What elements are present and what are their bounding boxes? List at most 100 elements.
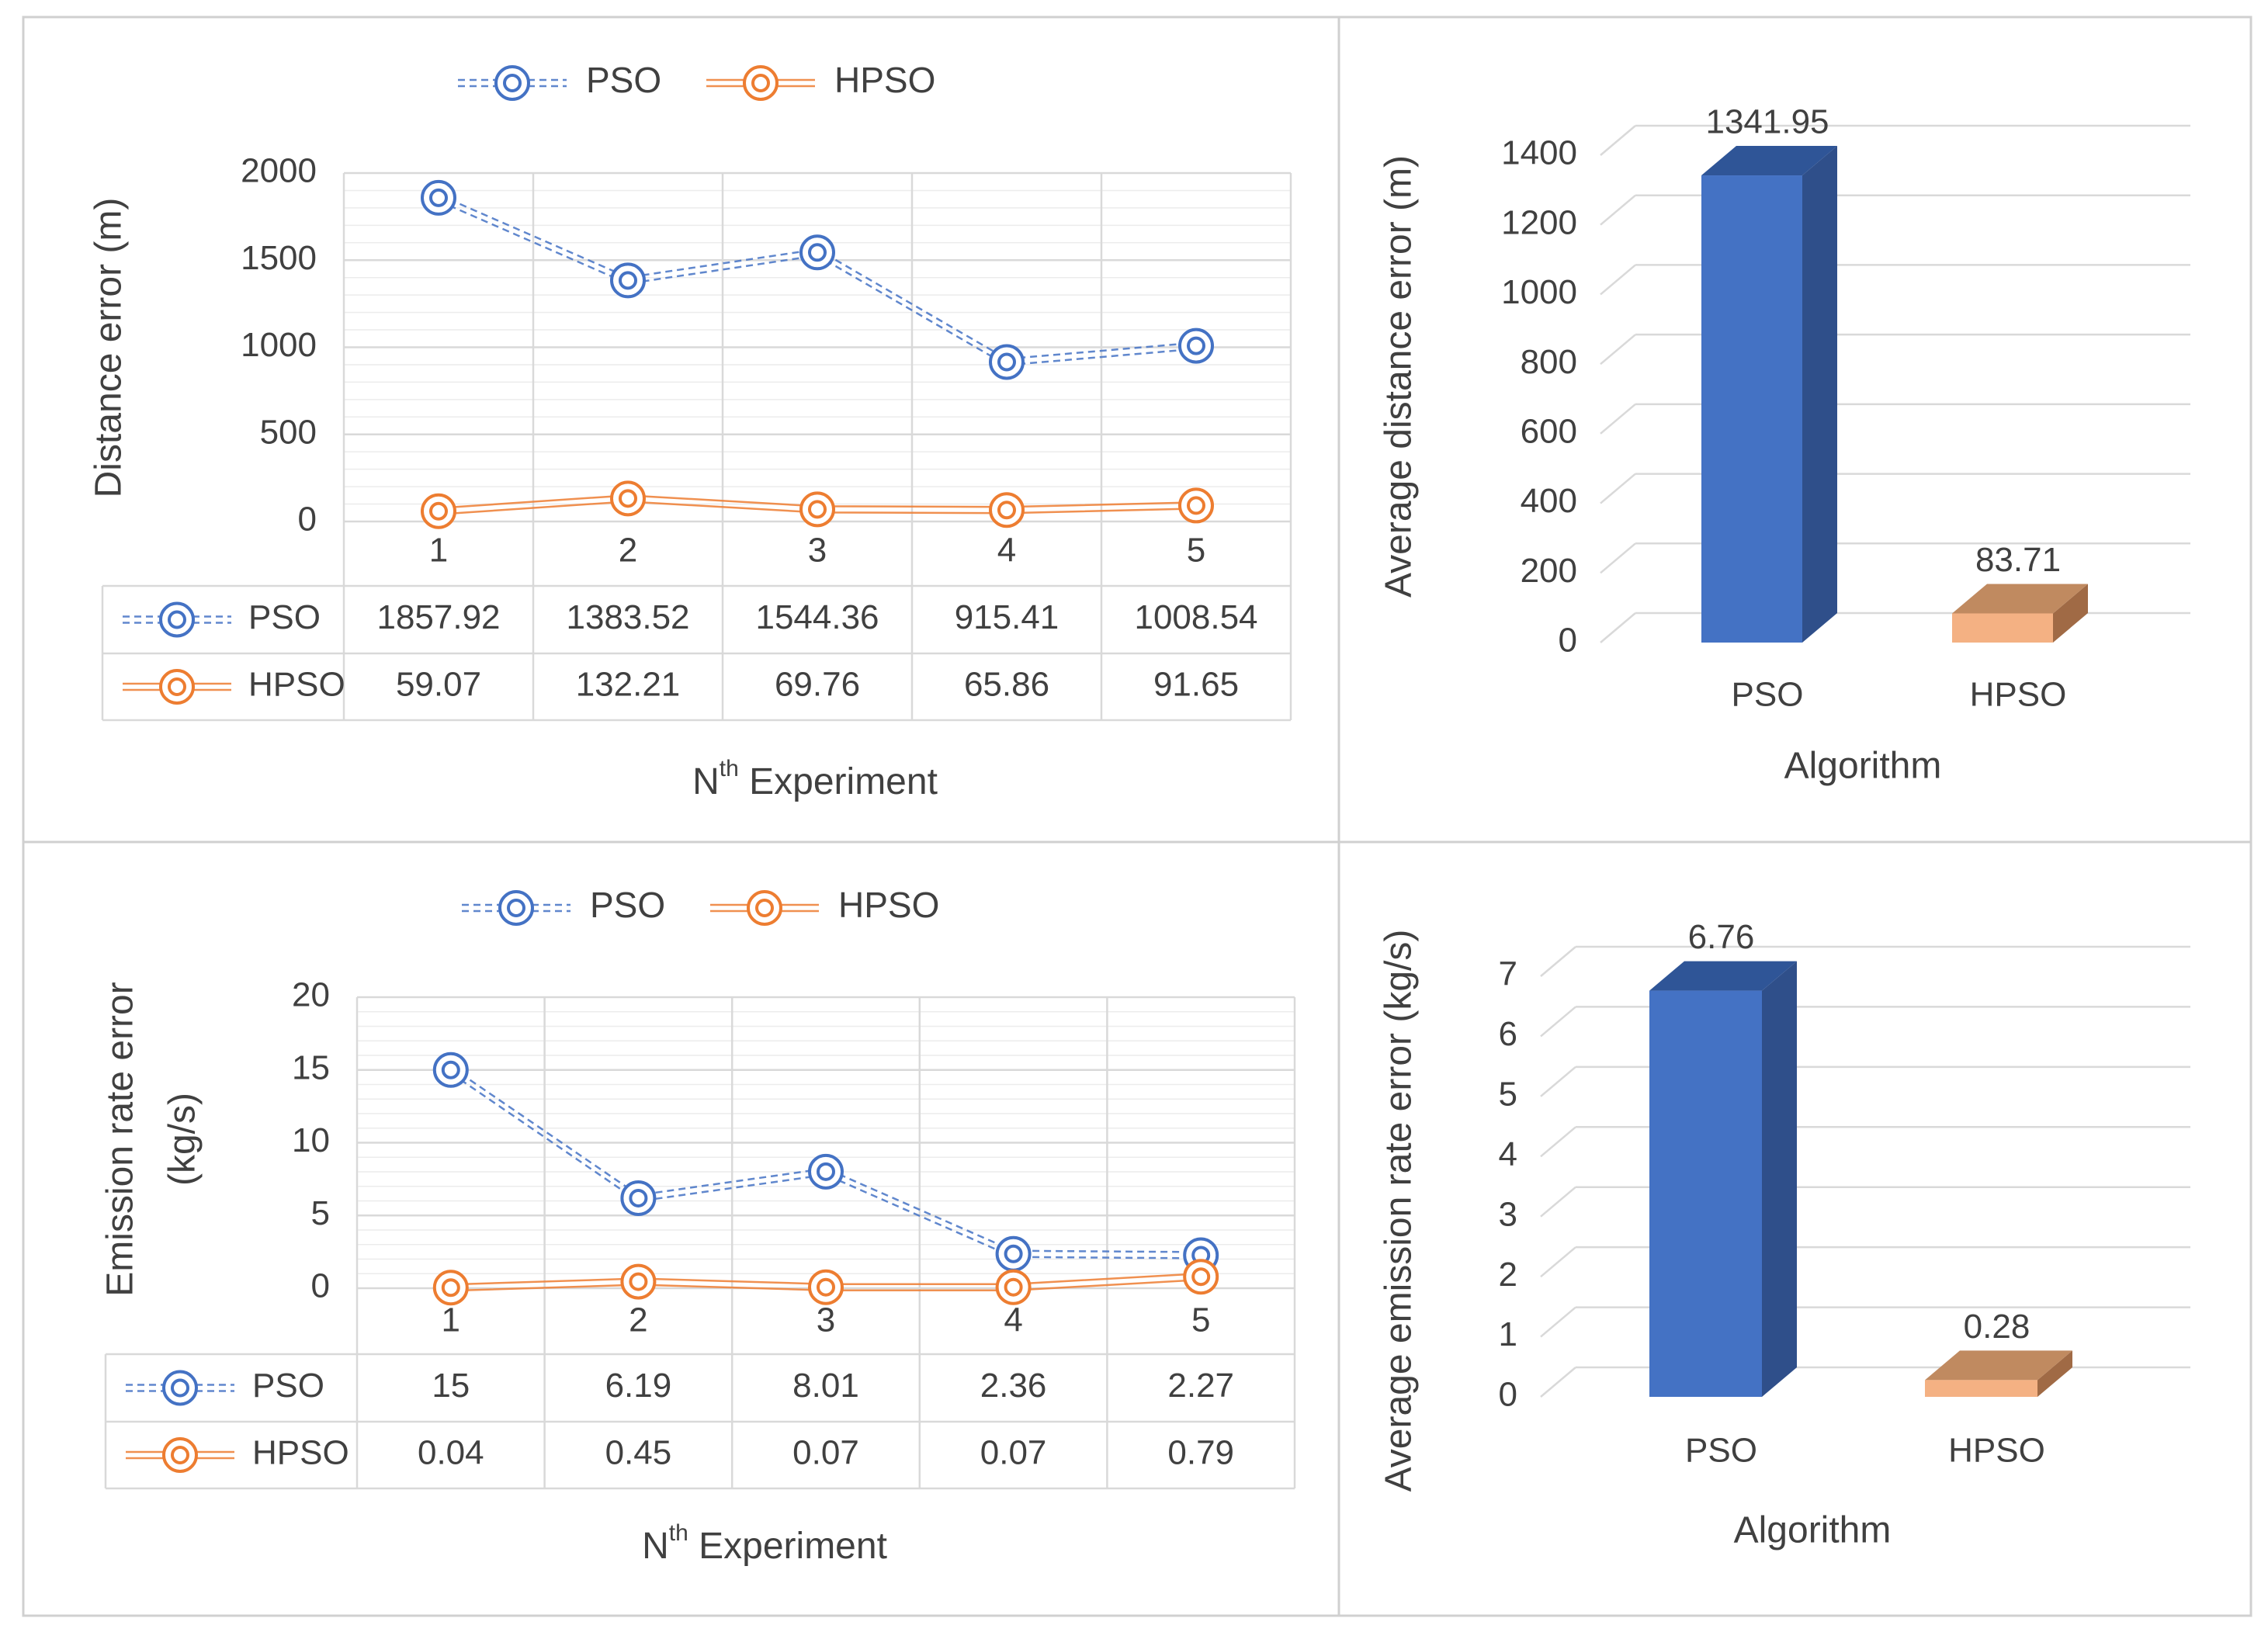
gridline-depth <box>1600 125 1636 156</box>
x-category-label: 3 <box>808 532 827 570</box>
table-cell-value: 0.04 <box>418 1434 484 1472</box>
table-cell-value: 1383.52 <box>566 598 689 636</box>
bar-side-pso <box>1802 146 1837 643</box>
table-cell-value: 2.36 <box>980 1367 1047 1405</box>
table-legend-key-pso-marker-inner <box>171 1378 189 1398</box>
gridline-depth <box>1600 403 1636 435</box>
table-series-name: HPSO <box>252 1434 349 1472</box>
bar-hpso <box>1925 1380 2037 1397</box>
y-tick-label: 1 <box>1499 1315 1517 1353</box>
x-category-label: PSO <box>1732 676 1804 714</box>
data-point-hpso-inner <box>429 501 448 521</box>
x-category-label: HPSO <box>1970 676 2067 714</box>
y-tick-label: 1000 <box>241 326 317 364</box>
legend-key-pso-marker-inner <box>503 74 522 92</box>
y-tick-label: 5 <box>1499 1075 1517 1113</box>
table-series-name: PSO <box>252 1367 324 1405</box>
panel-distance-line-chart: 0 500 1000 1500 2000 1 2 3 4 5 PSO 1857.92 1383.52 15… <box>88 60 1292 802</box>
y-tick-label: 3 <box>1499 1195 1517 1233</box>
table-legend-key-hpso-marker-inner <box>168 677 186 696</box>
data-point-pso-inner <box>997 352 1016 372</box>
y-tick-label: 0 <box>311 1267 330 1305</box>
bar-top-hpso <box>1925 1350 2072 1381</box>
y-tick-label: 10 <box>292 1121 330 1159</box>
y-axis-title-line1: Emission rate error <box>100 982 141 1296</box>
bar-top-pso <box>1701 146 1837 176</box>
data-point-hpso-inner <box>441 1278 460 1298</box>
x-category-label: 2 <box>629 1301 647 1339</box>
bar-top-pso <box>1649 961 1797 991</box>
data-point-pso-inner <box>619 271 637 290</box>
y-tick-label: 1200 <box>1501 203 1577 241</box>
data-point-hpso-inner <box>997 501 1016 520</box>
y-tick-label: 20 <box>292 976 330 1014</box>
data-point-hpso-inner <box>1191 1267 1211 1287</box>
table-cell-value: 6.19 <box>605 1367 672 1405</box>
y-tick-label: 1400 <box>1501 134 1577 172</box>
legend-key-pso-marker-inner <box>507 899 525 917</box>
gridline-depth <box>1540 946 1576 977</box>
gridline-depth <box>1540 1246 1576 1278</box>
y-tick-label: 7 <box>1499 955 1517 993</box>
data-point-hpso-inner <box>808 500 827 519</box>
panel-emission-bar-chart: 0 1 2 3 4 5 6 7 6.76 PSO 0.28 HPSO Algorithm Average … <box>1378 918 2190 1551</box>
legend-label: PSO <box>590 885 665 925</box>
bar-data-label: 1341.95 <box>1705 103 1829 141</box>
table-cell-value: 0.07 <box>792 1434 859 1472</box>
table-cell-value: 1008.54 <box>1134 598 1257 636</box>
table-cell-value: 8.01 <box>792 1367 859 1405</box>
y-tick-label: 0 <box>1559 622 1577 660</box>
data-point-hpso-inner <box>1187 496 1205 515</box>
y-axis-title: Average distance error (m) <box>1378 155 1420 598</box>
table-cell-value: 69.76 <box>775 666 860 704</box>
x-category-label: PSO <box>1685 1432 1757 1470</box>
table-cell-value: 0.45 <box>605 1434 672 1472</box>
bar-top-hpso <box>1952 584 2088 614</box>
data-point-hpso-inner <box>619 489 637 508</box>
data-point-pso-inner <box>441 1060 460 1079</box>
y-tick-label: 800 <box>1521 343 1577 381</box>
bar-data-label: 6.76 <box>1688 918 1755 956</box>
series-line-pso <box>450 1072 1202 1259</box>
y-tick-label: 15 <box>292 1048 330 1086</box>
data-point-pso-inner <box>429 188 448 207</box>
y-tick-label: 400 <box>1521 482 1577 520</box>
table-cell-value: 1544.36 <box>755 598 879 636</box>
table-cell-value: 91.65 <box>1153 666 1239 704</box>
data-point-pso-inner <box>629 1188 648 1207</box>
table-cell-value: 15 <box>432 1367 470 1405</box>
data-point-pso-inner <box>808 243 827 262</box>
y-tick-label: 1500 <box>241 239 317 277</box>
y-tick-label: 4 <box>1499 1135 1517 1173</box>
table-series-name: HPSO <box>248 666 345 704</box>
gridline-depth <box>1540 1186 1576 1218</box>
table-legend-key-pso-marker-inner <box>168 610 186 629</box>
gridline-depth <box>1600 542 1636 574</box>
y-tick-label: 0 <box>1499 1376 1517 1414</box>
x-category-label: HPSO <box>1948 1432 2045 1470</box>
panel-frames <box>22 16 2252 1617</box>
x-category-label: 1 <box>429 532 448 570</box>
gridline-depth <box>1540 1306 1576 1338</box>
y-tick-label: 6 <box>1499 1015 1517 1053</box>
legend-label: HPSO <box>834 60 935 100</box>
gridline-depth <box>1540 1065 1576 1097</box>
gridline-depth <box>1600 264 1636 296</box>
y-tick-label: 0 <box>298 501 317 539</box>
x-category-label: 5 <box>1187 532 1205 570</box>
table-series-name: PSO <box>248 598 321 636</box>
bar-hpso <box>1952 613 2053 643</box>
table-cell-value: 1857.92 <box>376 598 500 636</box>
panel-emission-line-chart: 0 5 10 15 20 1 2 3 4 5 PSO 15 6.19 8.01 2.36 2.27 HPSO 0.… <box>100 885 1296 1567</box>
x-category-label: 3 <box>817 1301 835 1339</box>
x-axis-title: Algorithm <box>1784 746 1942 787</box>
legend-label: HPSO <box>838 885 939 925</box>
y-axis-title-line2: (kg/s) <box>162 1093 203 1186</box>
y-axis-title: Distance error (m) <box>88 198 130 498</box>
gridline-depth <box>1600 473 1636 504</box>
bar-side-hpso <box>2037 1350 2072 1397</box>
legend-label: PSO <box>586 60 661 100</box>
y-tick-label: 5 <box>311 1194 330 1232</box>
series-line-pso <box>438 193 1197 360</box>
table-cell-value: 915.41 <box>955 598 1059 636</box>
